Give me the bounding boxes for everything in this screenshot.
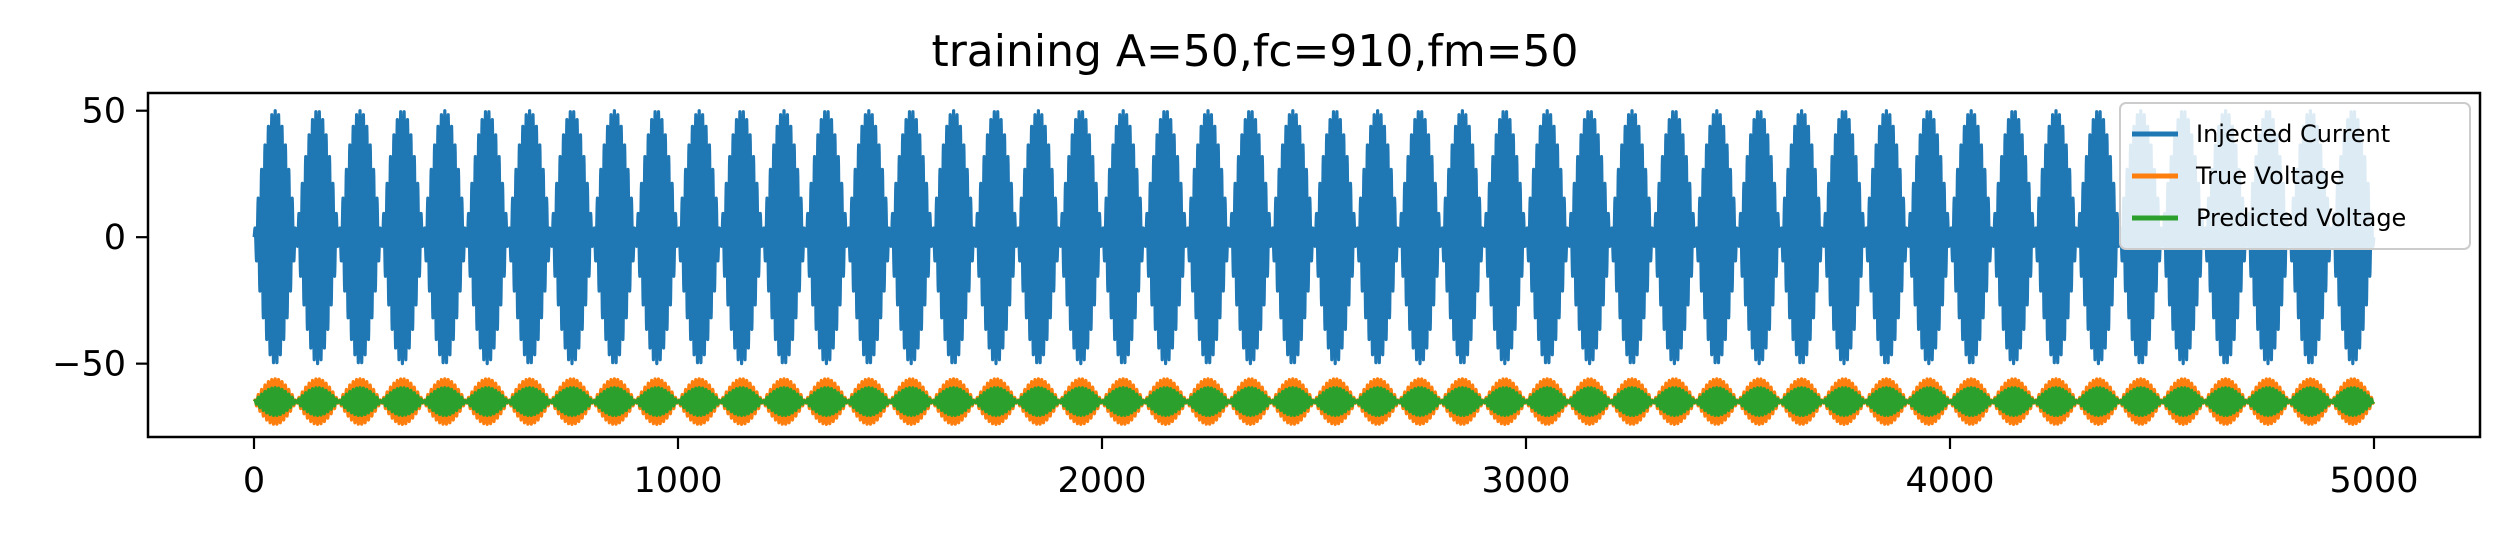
plot-frame — [146, 91, 2482, 439]
series-line-3 — [252, 386, 2376, 418]
chart-title: training A=50,fc=910,fm=50 — [931, 26, 1578, 77]
x-tick-label: 5000 — [2329, 461, 2418, 501]
x-tick-label: 0 — [243, 461, 265, 501]
legend-box — [2119, 102, 2471, 250]
y-tick-label: 50 — [81, 92, 126, 132]
y-tick-label: 0 — [104, 218, 126, 258]
legend-label: Predicted Voltage — [2196, 204, 2406, 232]
x-tick-label: 1000 — [633, 461, 722, 501]
legend-label: True Voltage — [2195, 162, 2345, 190]
series-line-1 — [252, 109, 2376, 366]
x-tick-label: 4000 — [1905, 461, 1994, 501]
y-tick-label: −50 — [52, 345, 126, 385]
x-tick-label: 2000 — [1057, 461, 1146, 501]
plot-area — [252, 109, 2376, 426]
legend-label: Injected Current — [2196, 120, 2390, 148]
x-axis: 0 1000 2000 3000 4000 5000 — [243, 437, 2419, 501]
legend: Injected Current True Voltage Predicted Vo… — [2119, 102, 2471, 250]
x-tick-label: 3000 — [1481, 461, 1570, 501]
y-axis: 50 0 −50 — [52, 92, 148, 385]
